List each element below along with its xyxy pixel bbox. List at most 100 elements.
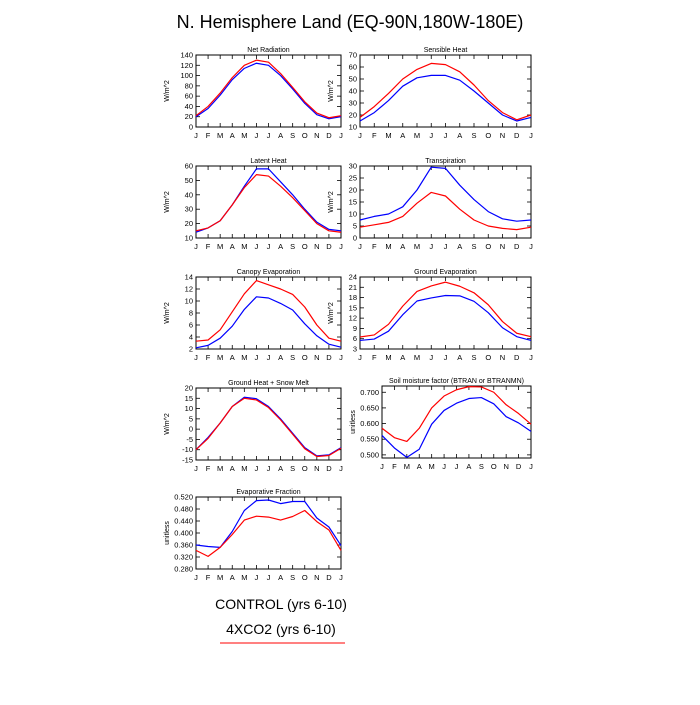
y-tick-label: 0.600 [360,419,379,428]
x-tick-label: J [255,131,259,140]
y-tick-label: 20 [349,186,357,195]
y-tick-label: 0.550 [360,435,379,444]
x-tick-label: O [485,242,491,251]
x-tick-label: M [241,353,247,362]
y-axis-label: W/m^2 [164,191,171,213]
x-tick-label: A [466,462,471,471]
y-axis-label: unitless [350,410,357,434]
panel-title: Latent Heat [250,158,286,165]
series-line-4xco2 [195,509,342,558]
x-tick-label: A [457,131,462,140]
y-tick-label: 20 [185,112,193,121]
x-tick-label: S [290,242,295,251]
x-tick-label: J [267,573,271,582]
x-tick-label: M [241,131,247,140]
legend-control-label: CONTROL (yrs 6-10) [215,596,347,612]
y-tick-label: 0.400 [174,529,193,538]
x-tick-label: O [302,242,308,251]
x-tick-label: N [503,462,508,471]
x-tick-label: S [471,353,476,362]
x-tick-label: S [290,464,295,473]
y-tick-label: 20 [349,111,357,120]
y-tick-label: 40 [185,190,193,199]
y-tick-label: 50 [185,176,193,185]
y-tick-label: 50 [349,75,357,84]
y-tick-label: 12 [349,314,357,323]
x-tick-label: M [414,353,420,362]
x-tick-label: A [278,353,283,362]
y-tick-label: 0.500 [360,450,379,459]
y-tick-label: 0.650 [360,403,379,412]
x-tick-label: S [471,242,476,251]
x-tick-label: J [529,353,533,362]
y-tick-label: 2 [189,345,193,354]
x-tick-label: J [339,573,343,582]
y-tick-label: 10 [185,297,193,306]
x-tick-label: M [241,242,247,251]
x-tick-label: J [194,353,198,362]
x-tick-label: J [444,131,448,140]
x-tick-label: D [514,353,520,362]
x-tick-label: D [514,131,520,140]
y-tick-label: 40 [185,102,193,111]
series-line-4xco2 [195,174,342,233]
x-tick-label: J [358,131,362,140]
x-tick-label: F [372,131,377,140]
x-tick-label: A [278,242,283,251]
x-tick-label: J [529,462,533,471]
y-tick-label: 10 [185,404,193,413]
x-tick-label: A [230,573,235,582]
x-tick-label: M [217,353,223,362]
y-tick-label: 20 [185,219,193,228]
y-tick-label: 3 [353,345,357,354]
x-tick-label: J [358,242,362,251]
x-tick-label: F [372,242,377,251]
x-tick-label: F [206,242,211,251]
panel-frame [381,385,532,459]
panel-frame [195,496,342,570]
x-tick-label: J [339,242,343,251]
panel-title: Soil moisture factor (BTRAN or BTRANMN) [389,378,524,385]
series-line-4xco2 [359,191,532,231]
y-tick-label: 24 [349,273,357,282]
y-tick-label: 4 [189,333,193,342]
x-tick-label: O [302,131,308,140]
y-tick-label: 30 [349,99,357,108]
y-tick-label: 80 [185,81,193,90]
y-axis-label: W/m^2 [164,413,171,435]
x-tick-label: N [314,353,319,362]
x-tick-label: O [302,573,308,582]
y-tick-label: -15 [182,456,193,465]
y-tick-label: 70 [349,51,357,60]
y-tick-label: 20 [185,384,193,393]
y-tick-label: 15 [185,394,193,403]
x-tick-label: J [444,353,448,362]
x-tick-label: J [358,353,362,362]
x-tick-label: J [339,131,343,140]
series-line-control [195,62,342,120]
x-tick-label: A [400,131,405,140]
x-tick-label: O [302,464,308,473]
series-line-4xco2 [381,386,532,443]
series-line-control [359,74,532,122]
y-tick-label: 120 [180,61,193,70]
panel-title: Canopy Evaporation [237,269,301,276]
x-tick-label: J [529,242,533,251]
x-tick-label: N [314,573,319,582]
y-tick-label: 0.280 [174,565,193,574]
x-tick-label: A [278,131,283,140]
x-tick-label: D [326,464,332,473]
series-line-control [359,166,532,222]
x-tick-label: J [267,464,271,473]
x-tick-label: J [194,242,198,251]
x-tick-label: J [267,131,271,140]
x-tick-label: M [217,464,223,473]
x-tick-label: J [194,131,198,140]
x-tick-label: A [278,573,283,582]
x-tick-label: S [290,353,295,362]
x-tick-label: O [485,353,491,362]
